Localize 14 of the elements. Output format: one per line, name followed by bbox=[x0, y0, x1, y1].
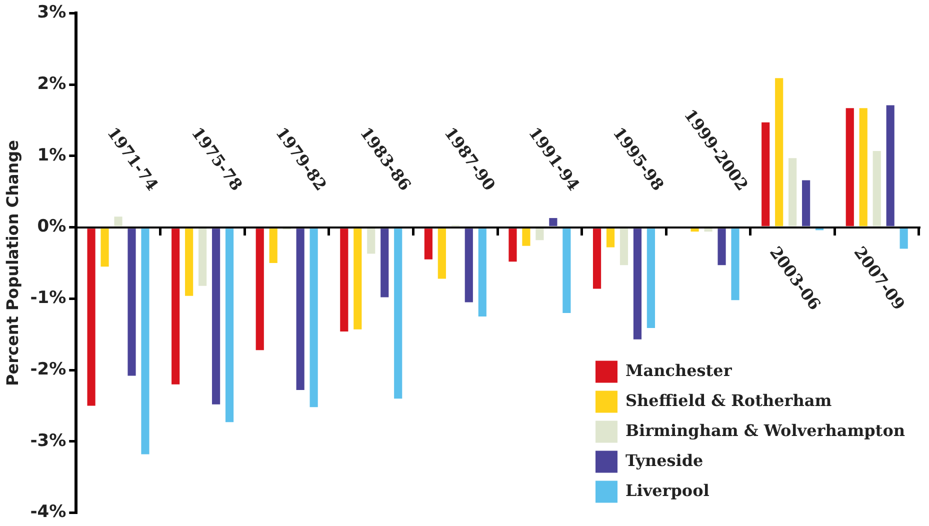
legend-label: Birmingham & Wolverhampton bbox=[625, 420, 906, 440]
y-tick-label: -2% bbox=[30, 359, 66, 380]
y-tick-label: -3% bbox=[30, 430, 66, 451]
y-tick-label: 2% bbox=[37, 74, 66, 94]
legend-label: Manchester bbox=[625, 360, 732, 380]
legend-label: Tyneside bbox=[625, 450, 704, 470]
y-tick-label: -4% bbox=[30, 502, 66, 522]
y-tick-label: 0% bbox=[37, 216, 66, 237]
y-tick-label: 1% bbox=[37, 145, 66, 166]
y-tick-label: -1% bbox=[30, 288, 66, 308]
y-axis-title: Percent Population Change bbox=[2, 140, 22, 386]
y-tick-label: 3% bbox=[37, 2, 66, 23]
legend-label: Sheffield & Rotherham bbox=[625, 390, 832, 410]
legend-label: Liverpool bbox=[625, 480, 710, 500]
